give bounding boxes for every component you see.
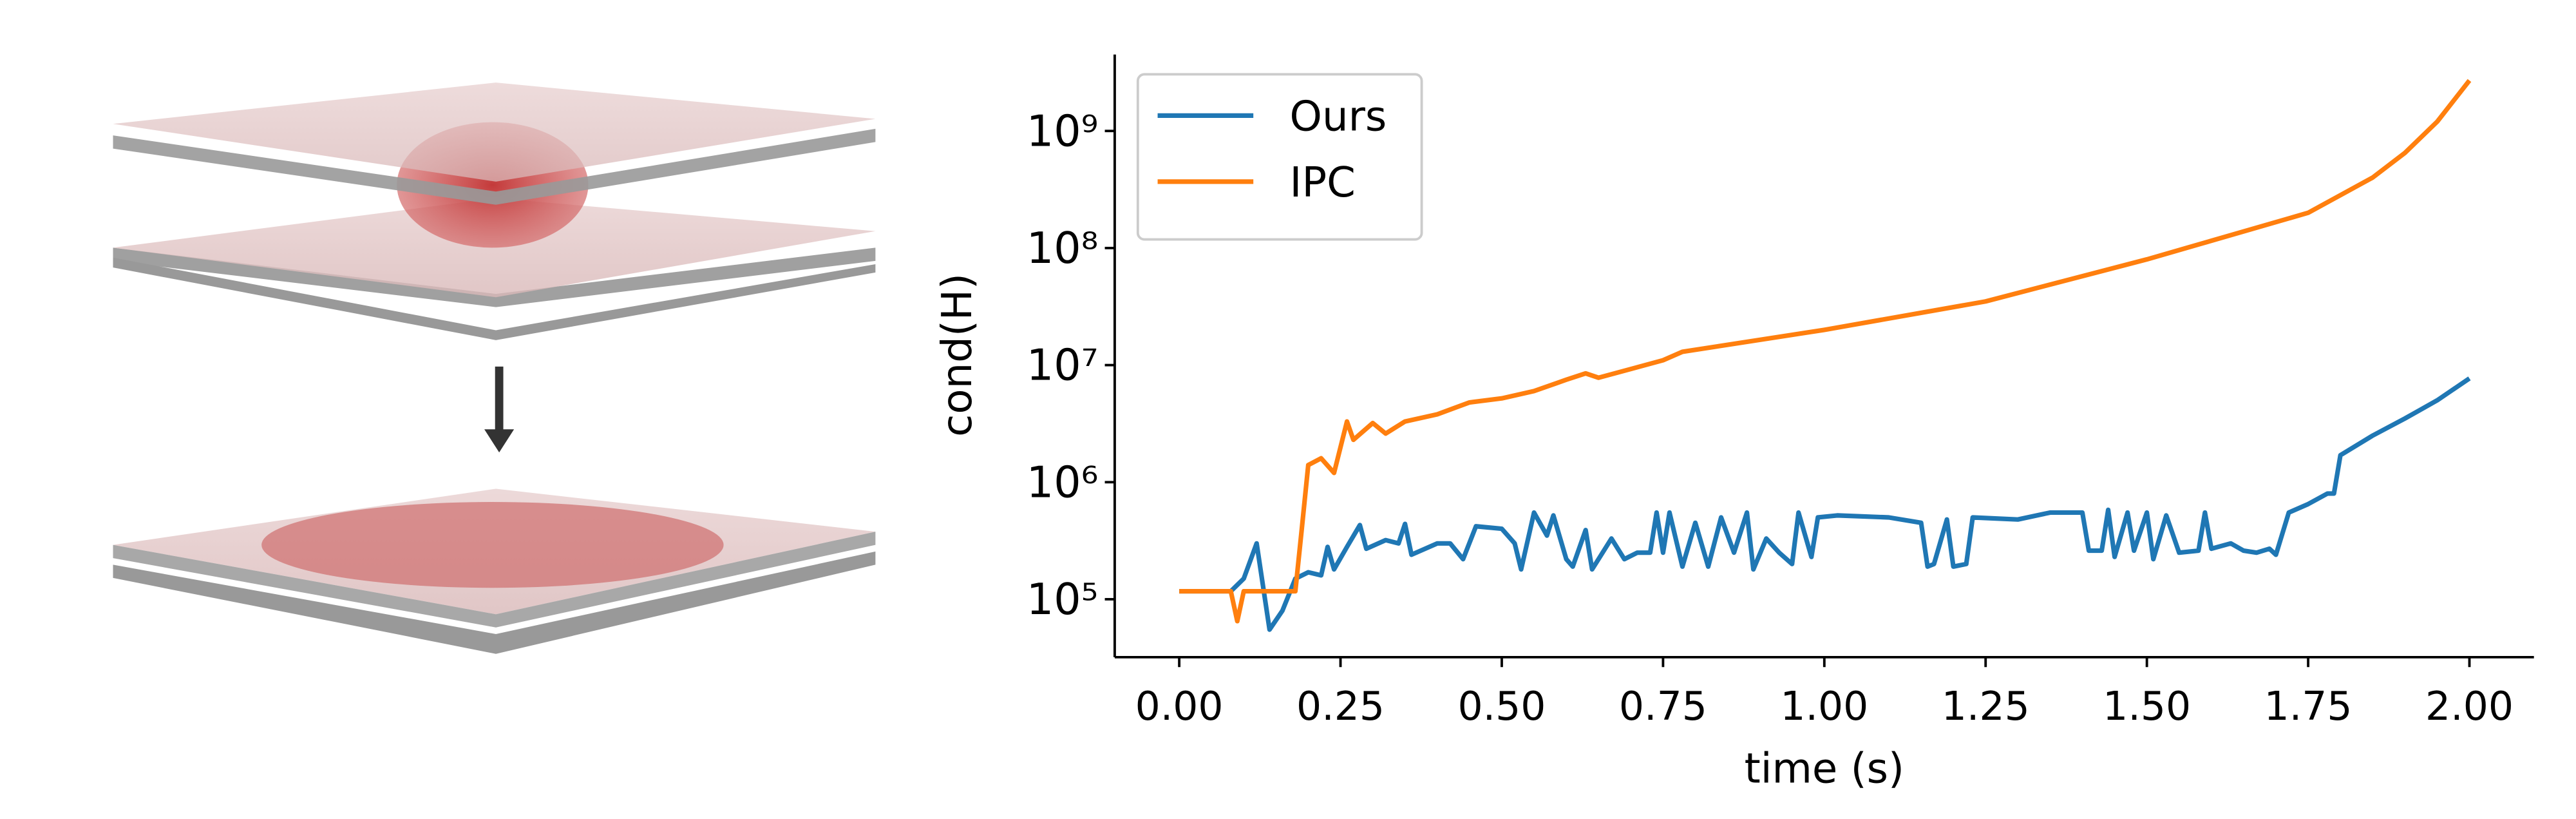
x-tick-label: 2.00: [2425, 683, 2514, 729]
plate-edge: [113, 128, 876, 205]
x-axis-label: time (s): [1745, 746, 1904, 793]
x-tick-label: 0.00: [1135, 683, 1224, 729]
y-tick-label: 10⁵: [1027, 574, 1098, 624]
x-tick-label: 1.50: [2103, 683, 2191, 729]
series-line: [1179, 79, 2472, 624]
arrow-head: [484, 429, 515, 453]
x-tick-label: 0.50: [1457, 683, 1546, 729]
y-tick-label: 10⁶: [1027, 457, 1098, 507]
plate: [113, 82, 876, 182]
plate-edge: [113, 257, 876, 340]
x-tick-label: 1.25: [1942, 683, 2030, 729]
x-tick-label: 1.00: [1780, 683, 1868, 729]
x-tick-label: 1.75: [2264, 683, 2353, 729]
y-tick-label: 10⁹: [1027, 106, 1098, 156]
plate-edge: [113, 532, 876, 628]
series-line: [1179, 376, 2471, 632]
illustration: [113, 82, 876, 654]
legend-label: IPC: [1290, 159, 1356, 207]
legend-label: Ours: [1290, 93, 1387, 140]
chart: time (s) cond(H) 10⁵ 10⁶ 10⁷ 10⁸ 10⁹ 0.00 0.25…: [934, 54, 2534, 793]
plate-edge: [113, 551, 876, 654]
y-axis-label: cond(H): [934, 273, 981, 437]
x-tick-label: 0.75: [1619, 683, 1707, 729]
plate: [113, 198, 876, 298]
droplet: [261, 502, 724, 588]
y-tick-label: 10⁸: [1027, 223, 1098, 273]
x-tick-label: 0.25: [1296, 683, 1385, 729]
y-tick-label: 10⁷: [1027, 340, 1098, 390]
